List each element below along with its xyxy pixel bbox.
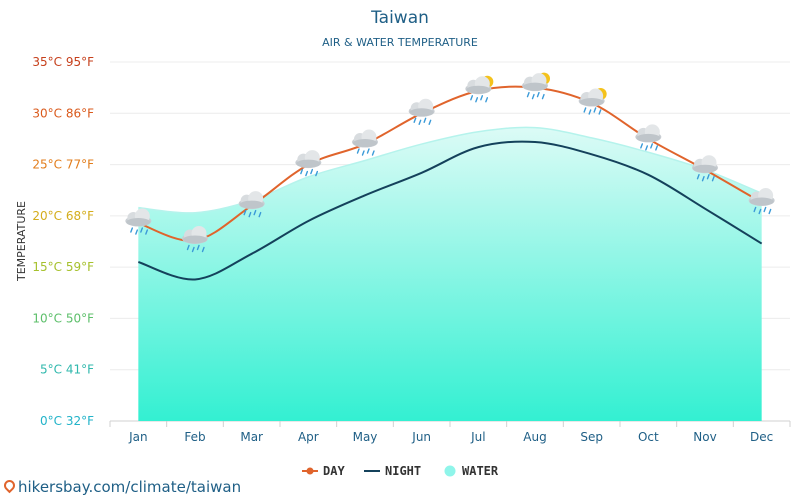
legend-item-water[interactable]: WATER: [444, 464, 499, 478]
x-tick-label: Sep: [580, 430, 603, 444]
rain-cloud-icon: [182, 225, 208, 253]
legend-label: WATER: [462, 464, 499, 478]
rain-cloud-icon: [295, 150, 322, 177]
x-tick-label: Jul: [470, 430, 485, 444]
rain-cloud-icon: [748, 188, 775, 215]
x-tick-label: Dec: [750, 430, 773, 444]
y-tick-label: 10°C 50°F: [32, 311, 94, 325]
y-tick-label: 30°C 86°F: [32, 106, 94, 120]
legend-label: NIGHT: [385, 464, 421, 478]
legend-item-night[interactable]: NIGHT: [364, 464, 421, 478]
chart-series: [137, 85, 763, 421]
x-tick-label: Aug: [523, 430, 546, 444]
x-tick-label: Oct: [638, 430, 659, 444]
x-tick-label: Jan: [128, 430, 148, 444]
source-link[interactable]: hikersbay.com/climate/taiwan: [1, 477, 242, 496]
weather-icons: [125, 72, 775, 253]
location-pin-icon: [1, 477, 18, 494]
rain-cloud-icon: [635, 124, 662, 151]
sun-rain-icon: [522, 72, 550, 100]
x-tick-label: May: [353, 430, 378, 444]
chart-legend: DAY NIGHT WATER: [302, 464, 499, 478]
legend-swatch: [444, 465, 456, 477]
sun-rain-icon: [578, 88, 607, 115]
x-tick-label: Jun: [411, 430, 431, 444]
x-tick-label: Apr: [298, 430, 319, 444]
source-text: hikersbay.com/climate/taiwan: [18, 478, 242, 496]
x-tick-label: Mar: [240, 430, 263, 444]
legend-label: DAY: [323, 464, 345, 478]
legend-marker: [306, 467, 314, 475]
y-tick-label: 15°C 59°F: [32, 260, 94, 274]
chart-title: Taiwan: [370, 8, 429, 28]
y-tick-label: 25°C 77°F: [32, 158, 94, 172]
rain-cloud-icon: [125, 208, 152, 235]
y-tick-label: 20°C 68°F: [32, 209, 94, 223]
sun-rain-icon: [465, 75, 494, 103]
rain-cloud-icon: [238, 191, 265, 218]
y-tick-labels: 0°C 32°F 5°C 41°F 10°C 50°F 15°C 59°F 20°C 6…: [32, 55, 94, 428]
water-area: [138, 127, 762, 421]
x-tick-labels: Jan Feb Mar Apr May Jun Jul Aug Sep Oct Nov Dec: [128, 430, 773, 444]
legend-item-day[interactable]: DAY: [302, 464, 345, 478]
y-tick-label: 5°C 41°F: [40, 363, 94, 377]
y-tick-label: 0°C 32°F: [40, 414, 94, 428]
y-axis-label: TEMPERATURE: [15, 201, 28, 282]
y-tick-label: 35°C 95°F: [32, 55, 94, 69]
x-tick-label: Feb: [184, 430, 205, 444]
chart-subtitle: AIR & WATER TEMPERATURE: [322, 36, 478, 49]
rain-cloud-icon: [352, 129, 378, 156]
x-tick-label: Nov: [693, 430, 716, 444]
night-line: [138, 140, 763, 281]
rain-cloud-icon: [408, 98, 435, 125]
rain-cloud-icon: [692, 155, 718, 182]
